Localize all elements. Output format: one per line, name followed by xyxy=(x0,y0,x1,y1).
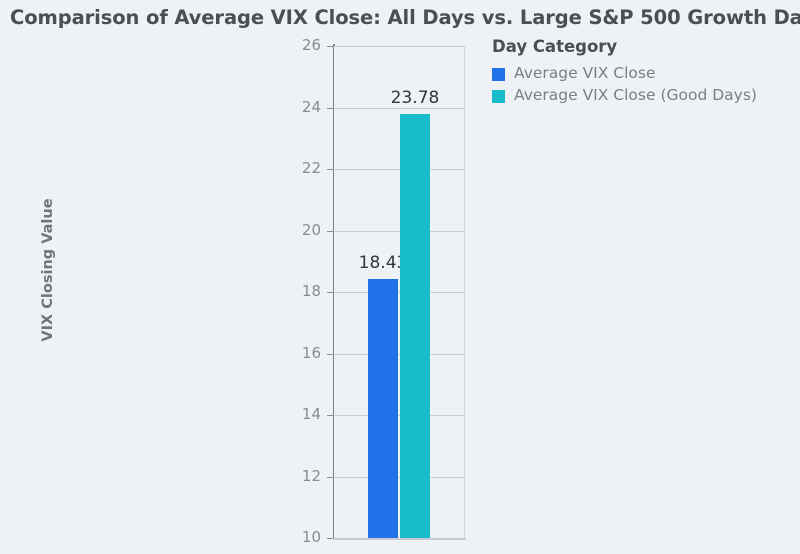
y-axis-tick-mark xyxy=(327,169,334,170)
legend-title: Day Category xyxy=(492,37,618,56)
y-axis-tick-label: 12 xyxy=(281,466,321,485)
legend-item-average-vix-close-good-days[interactable]: Average VIX Close (Good Days) xyxy=(492,85,792,107)
y-axis-tick-label-text: 26 xyxy=(301,36,321,54)
legend-item-average-vix-close[interactable]: Average VIX Close xyxy=(492,63,792,85)
y-axis-tick-label-text: 10 xyxy=(301,528,321,546)
y-axis-tick-label-text: 12 xyxy=(301,466,321,485)
y-axis-tick-mark xyxy=(327,230,334,232)
y-axis-tick-mark xyxy=(327,353,334,355)
gridline xyxy=(335,46,465,47)
y-axis-tick-label-text: 14 xyxy=(301,405,321,423)
y-axis-tick-label-text: 16 xyxy=(301,343,321,362)
legend-item-label: Average VIX Close (Good Days) xyxy=(514,86,757,105)
y-axis-tick-label-text: 22 xyxy=(301,159,321,177)
chart-title: Comparison of Average VIX Close: All Day… xyxy=(10,6,800,29)
y-axis-tick-mark xyxy=(327,415,334,416)
bar-2[interactable] xyxy=(400,114,430,538)
legend: Day Category Average VIX Close Average V… xyxy=(492,37,792,107)
y-axis-title: VIX Closing Value xyxy=(40,198,56,342)
x-axis-line xyxy=(333,538,466,540)
y-axis-tick-mark xyxy=(327,107,334,109)
y-axis-tick-label-text: 18 xyxy=(301,282,321,300)
y-axis-tick-label: 10 xyxy=(281,530,321,546)
y-axis-tick-label-text: 20 xyxy=(301,220,321,239)
y-axis-tick-label: 14 xyxy=(281,407,321,423)
y-axis-tick-label-text: 24 xyxy=(301,97,321,116)
y-axis-tick-mark xyxy=(327,46,334,47)
gridline xyxy=(335,107,465,109)
y-axis-tick-label: 24 xyxy=(281,97,321,116)
y-axis-tick-label: 20 xyxy=(281,220,321,239)
y-axis-tick-mark xyxy=(327,292,334,293)
bar-value-label: 23.78 xyxy=(390,88,440,109)
bar-1[interactable] xyxy=(368,278,398,538)
y-axis-tick-mark xyxy=(327,538,334,539)
y-axis-tick-mark xyxy=(327,476,334,478)
bar-value-label: 18.43 xyxy=(358,252,408,273)
legend-swatch-icon xyxy=(492,89,505,103)
y-axis-tick-label: 26 xyxy=(281,38,321,54)
y-axis-tick-label: 22 xyxy=(281,161,321,177)
legend-item-label: Average VIX Close xyxy=(514,64,656,83)
y-axis-tick-label: 18 xyxy=(281,284,321,300)
y-axis-tick-label: 16 xyxy=(281,343,321,362)
legend-swatch-icon xyxy=(492,67,505,81)
